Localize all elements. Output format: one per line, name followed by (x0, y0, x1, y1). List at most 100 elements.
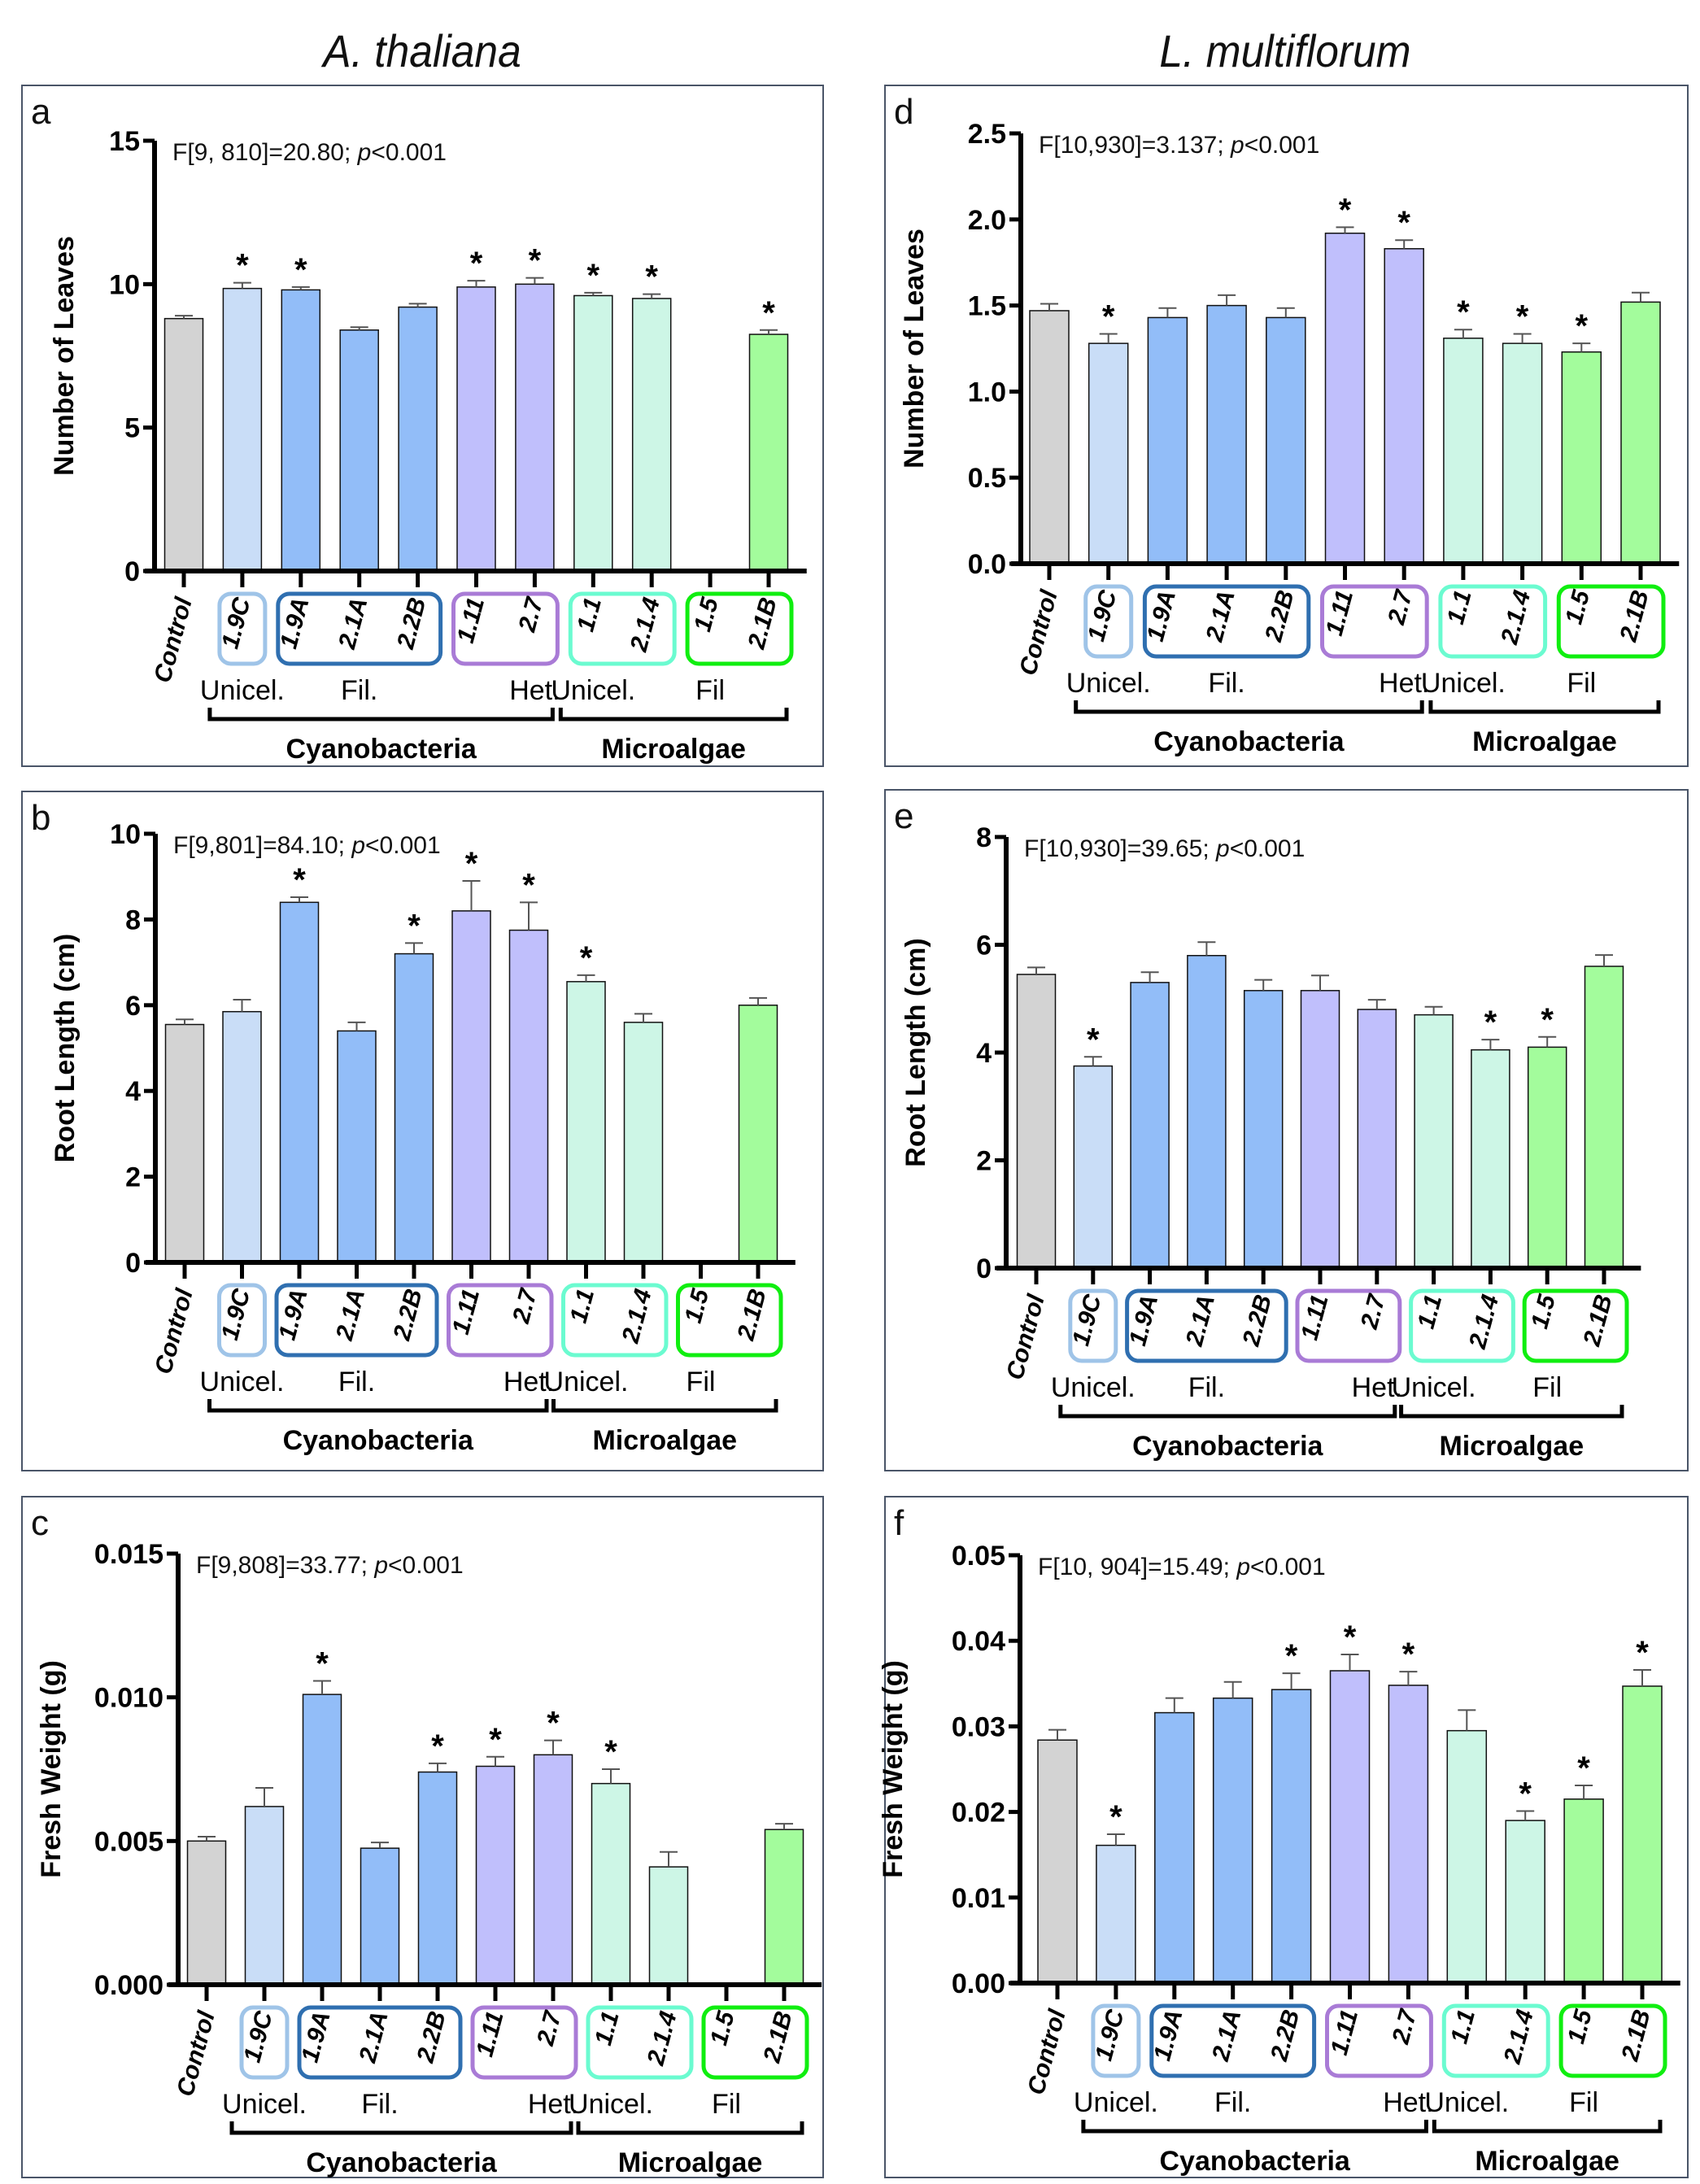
significance-marker: * (1457, 294, 1470, 330)
x-category-label: 2.1.4 (1464, 1292, 1504, 1352)
y-axis-label: Fresh Weight (g) (878, 1660, 909, 1878)
subgroup-label: Unicel. (1392, 1372, 1476, 1403)
strain-group-box (1295, 1288, 1402, 1363)
group-label: Cyanobacteria (306, 2147, 497, 2178)
x-category-label: 1.9C (1090, 2006, 1130, 2064)
y-tick-label: 2 (125, 1162, 141, 1193)
bar-1.1 (1443, 338, 1484, 565)
group-bracket (207, 708, 555, 721)
panel-letter: e (894, 796, 913, 836)
x-category-label: 2.1.4 (1496, 587, 1536, 647)
anova-statistic-f: F[9,808]=33.77; (196, 1552, 374, 1579)
bar-2.1A (337, 1030, 377, 1263)
x-category-label: 1.9C (1067, 1291, 1107, 1349)
bar-1.11 (1324, 232, 1366, 565)
subgroup-label: Unicel. (222, 2089, 307, 2120)
anova-statistic-p: p (373, 1552, 388, 1579)
chart-panel-c: c F[9,808]=33.77; p<0.001 Fresh Weight (g)… (31, 1503, 822, 2178)
subgroup-label: Het. (1383, 2087, 1433, 2118)
group-bracket (1428, 700, 1661, 714)
bar-2.2B (1266, 316, 1306, 565)
significance-marker: * (1397, 205, 1410, 241)
bar-Control (186, 1840, 227, 1986)
y-tick-label: 2 (976, 1146, 992, 1177)
significance-marker: * (489, 1722, 502, 1758)
strain-group-box (1142, 584, 1311, 659)
anova-statistic-threshold: <0.001 (1244, 132, 1320, 159)
group-label: Microalgae (1439, 1431, 1584, 1462)
strain-group-box (676, 1283, 783, 1358)
column-title-a-thaliana: A. thaliana (323, 25, 521, 76)
y-tick-label: 0.5 (968, 463, 1006, 494)
strain-group-box (1522, 1288, 1629, 1363)
y-tick-label: 0 (125, 1248, 141, 1279)
x-category-label: 2.7 (508, 1285, 543, 1327)
anova-statistic-threshold: <0.001 (1230, 835, 1306, 862)
bar-1.9C (222, 287, 263, 572)
strain-group-box (274, 1283, 439, 1358)
y-tick-label: 0.000 (94, 1970, 163, 2001)
bar-2.7 (1357, 1009, 1397, 1269)
anova-statistic: F[9,801]=84.10; p<0.001 (173, 832, 441, 859)
y-tick-label: 1.0 (968, 377, 1006, 408)
anova-statistic-f: F[10, 904]=15.49; (1038, 1554, 1236, 1580)
bar-1.1 (1414, 1014, 1454, 1269)
x-category-label: Control (1001, 1292, 1050, 1383)
x-category-label: 1.11 (1326, 2007, 1363, 2058)
x-category-label: 2.1B (732, 1286, 772, 1344)
y-tick-label: 10 (110, 819, 141, 850)
significance-marker: * (408, 908, 421, 944)
panel-letter: d (894, 92, 913, 132)
strain-group-box (239, 2005, 290, 2080)
subgroup-label: Fil (695, 675, 725, 706)
bar-2.1A (1187, 955, 1227, 1269)
column-title-l-multiflorum: L. multiflorum (1159, 25, 1411, 76)
strain-group-box (1441, 2003, 1550, 2078)
bar-2.2B (1243, 990, 1284, 1269)
group-label: Cyanobacteria (1159, 2146, 1350, 2177)
bar-1.9C (1073, 1065, 1114, 1269)
y-axis-label: Fresh Weight (g) (36, 1660, 67, 1878)
subgroup-label: Unicel. (544, 1367, 629, 1397)
strain-group-box (276, 591, 443, 666)
y-tick-label: 15 (109, 126, 140, 157)
bar-2.1B (1622, 1685, 1663, 1984)
strain-group-box (586, 2005, 694, 2080)
subgroup-label: Unicel. (569, 2089, 653, 2120)
bar-2.1.4 (1502, 342, 1543, 565)
x-category-label: 1.9C (216, 594, 256, 652)
bar-1.9A (1130, 982, 1170, 1269)
x-category-label: 2.2B (412, 2008, 451, 2066)
y-tick-label: 4 (125, 1076, 141, 1107)
y-tick-label: 0.04 (952, 1626, 1005, 1657)
panel-letter: a (31, 92, 51, 132)
group-bracket (558, 708, 789, 721)
x-category-label: 2.1B (758, 2008, 798, 2066)
y-tick-label: 2.5 (968, 119, 1006, 150)
x-category-label: 1.5 (1563, 2006, 1598, 2047)
x-category-label: 1.5 (705, 2007, 740, 2048)
x-category-label: 1.9C (216, 1285, 256, 1343)
x-category-label: 1.5 (689, 594, 724, 634)
strain-group-box (1149, 2003, 1317, 2078)
x-category-label: 2.1A (1181, 1292, 1221, 1349)
bar-2.7 (1384, 248, 1424, 565)
significance-marker: * (1402, 1637, 1415, 1672)
x-category-label: 2.1B (1616, 2007, 1656, 2064)
anova-statistic: F[10,930]=3.137; p<0.001 (1039, 132, 1319, 159)
bar-2.1A (339, 329, 379, 572)
significance-marker: * (587, 258, 600, 294)
bar-2.1B (764, 1829, 804, 1986)
subgroup-label: Fil. (1208, 668, 1244, 699)
significance-marker: * (1636, 1635, 1649, 1671)
subgroup-label: Fil (712, 2089, 741, 2120)
subgroup-label: Unicel. (1421, 668, 1506, 699)
bar-2.7 (533, 1754, 573, 1986)
x-category-label: 1.9A (1142, 587, 1181, 644)
bar-1.9A (1147, 316, 1188, 565)
strain-group-box (1558, 2003, 1667, 2078)
bar-2.2B (394, 953, 434, 1263)
strain-group-box (217, 1283, 267, 1358)
strain-group-box (1556, 584, 1666, 659)
anova-statistic-f: F[9, 810]=20.80; (172, 139, 358, 166)
